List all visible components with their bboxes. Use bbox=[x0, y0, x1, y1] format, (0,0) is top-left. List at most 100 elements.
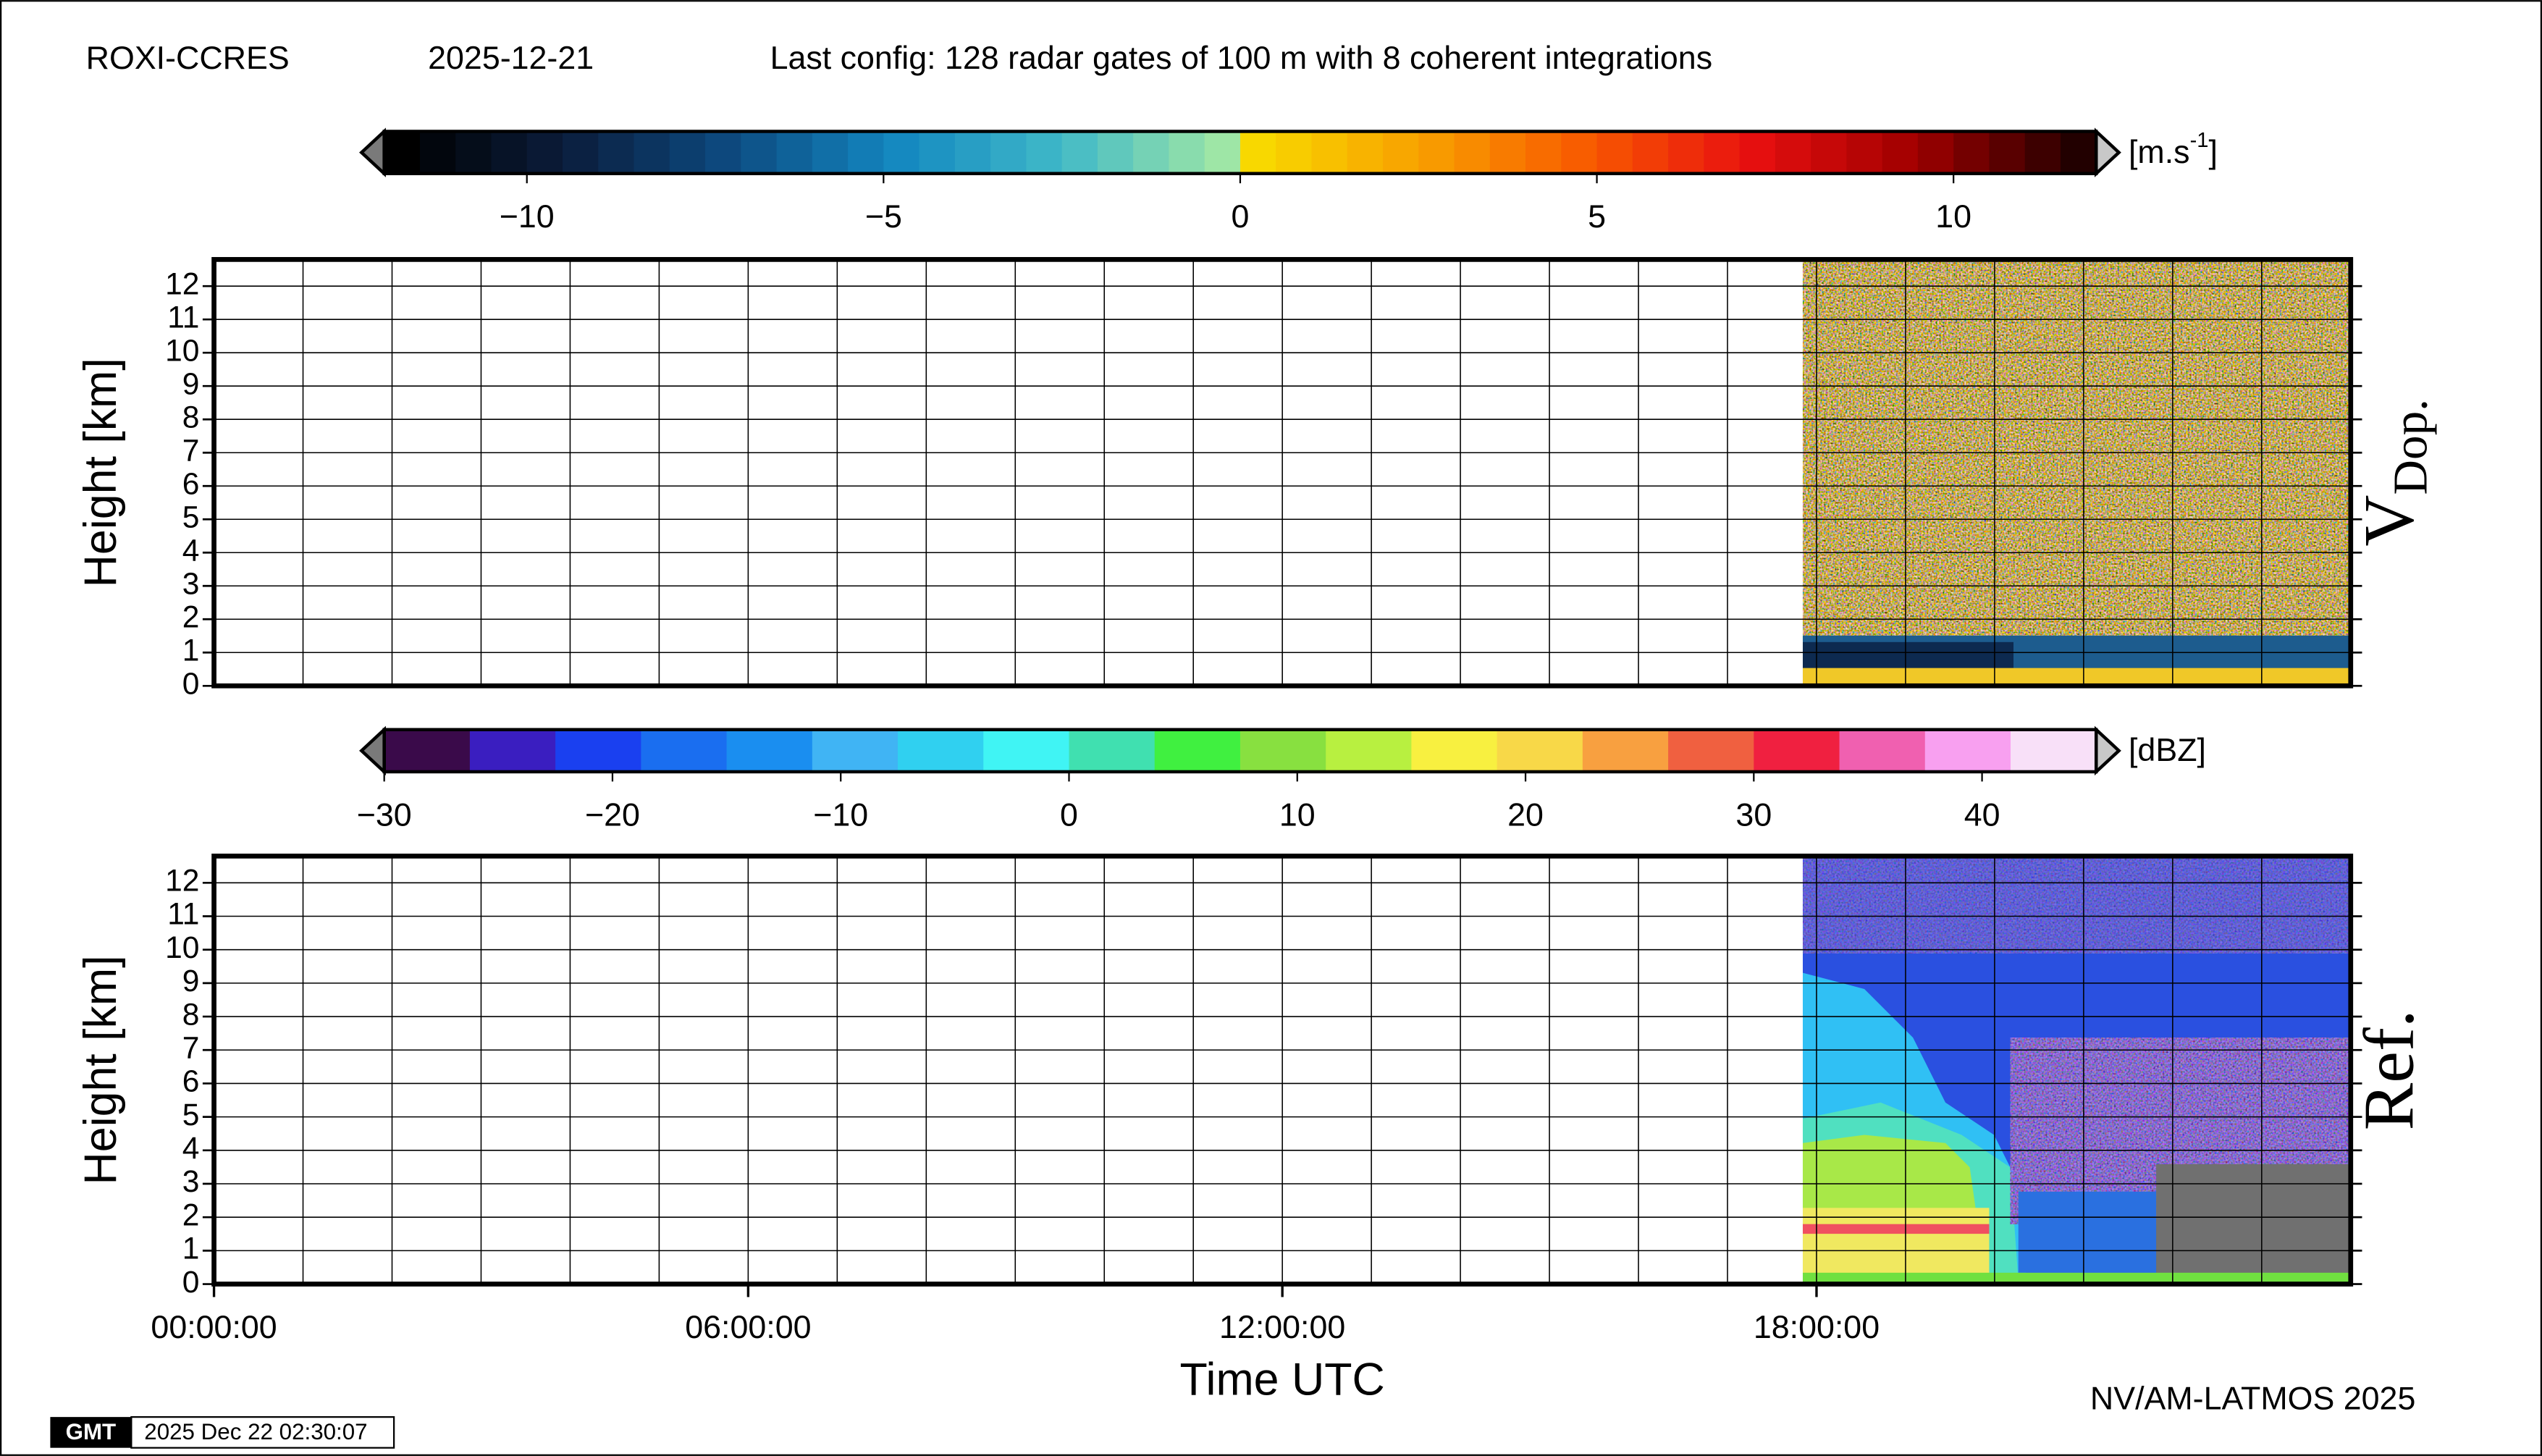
colorbar-cell bbox=[1383, 131, 1420, 174]
colorbar-cell bbox=[1026, 131, 1063, 174]
colorbar-tick-label: −30 bbox=[357, 796, 412, 833]
colorbar: −10 −5 0 5 10 [m.s-1] bbox=[359, 127, 2218, 235]
colorbar-cell bbox=[1069, 729, 1156, 772]
fall-streaks bbox=[2018, 1191, 2157, 1273]
colorbar-tick-label: −5 bbox=[865, 198, 902, 235]
colorbar-tick-label: 20 bbox=[1507, 796, 1544, 833]
colorbar-cell bbox=[455, 131, 492, 174]
colorbar-tick-label: −10 bbox=[500, 198, 555, 235]
y-tick-label: 4 bbox=[182, 533, 200, 568]
colorbar-cell bbox=[1953, 131, 1990, 174]
colorbar-cell bbox=[1240, 131, 1277, 174]
colorbar-cell bbox=[669, 131, 707, 174]
logo-box bbox=[50, 1417, 132, 1448]
y-tick-label: 3 bbox=[182, 566, 200, 601]
timestamp-box bbox=[130, 1416, 395, 1449]
date: 2025-12-21 bbox=[428, 40, 594, 76]
station: ROXI-CCRES bbox=[86, 40, 290, 76]
colorbar-cell bbox=[2011, 729, 2097, 772]
colorbar-cell bbox=[1276, 131, 1313, 174]
colorbar-cell bbox=[1882, 131, 1919, 174]
unit: [m.s bbox=[2129, 134, 2190, 170]
y-tick-label: 6 bbox=[182, 466, 200, 501]
y-tick-label: 5 bbox=[182, 1098, 200, 1132]
colorbar-cell bbox=[954, 131, 992, 174]
colorbar-cell bbox=[1154, 729, 1242, 772]
y-tick-label: 10 bbox=[165, 333, 199, 368]
x-tick-label: 00:00:00 bbox=[151, 1309, 277, 1345]
colorbar-cell bbox=[1924, 729, 2012, 772]
colorbar-cell bbox=[1582, 729, 1670, 772]
colorbar-cell bbox=[1811, 131, 1848, 174]
colorbar-tick-label: −10 bbox=[813, 796, 868, 833]
y-tick-label: 5 bbox=[182, 500, 200, 534]
colorbar-cell bbox=[384, 729, 471, 772]
y-tick-label: 11 bbox=[167, 897, 199, 932]
colorbar-unit: [dBZ] bbox=[2129, 732, 2206, 768]
y-tick-label: 12 bbox=[165, 266, 199, 301]
colorbar-cell bbox=[1133, 131, 1170, 174]
panel-label-main: V bbox=[2349, 495, 2428, 546]
timestamp: 2025 Dec 22 02:30:07 bbox=[144, 1419, 367, 1444]
colorbar-cell bbox=[1704, 131, 1741, 174]
colorbar-cell bbox=[1989, 131, 2026, 174]
y-axis-title: Height [km] bbox=[75, 358, 126, 587]
y-tick-label: 2 bbox=[182, 600, 200, 635]
colorbar-cell bbox=[491, 131, 528, 174]
y-tick-label: 0 bbox=[182, 667, 200, 702]
y-tick-label: 7 bbox=[182, 433, 200, 468]
ground bbox=[1802, 668, 2351, 685]
colorbar-tick-label: 30 bbox=[1735, 796, 1772, 833]
colorbar-cell bbox=[641, 729, 728, 772]
colorbar-cell bbox=[1061, 131, 1099, 174]
colorbar-unit: [m.s-1] bbox=[2129, 129, 2218, 170]
x-tick-label: 18:00:00 bbox=[1754, 1309, 1880, 1345]
y-tick-label: 10 bbox=[165, 930, 199, 965]
colorbar-cell bbox=[1169, 131, 1205, 174]
colorbar-cell bbox=[1739, 131, 1776, 174]
colorbar-cell bbox=[1497, 729, 1583, 772]
colorbar-cell bbox=[983, 729, 1070, 772]
colorbar-cell bbox=[526, 131, 564, 174]
ground bbox=[1802, 1272, 2351, 1284]
ref-field bbox=[1802, 856, 2351, 1284]
colorbar-tick-label: 0 bbox=[1232, 198, 1250, 235]
colorbar-cell bbox=[469, 729, 557, 772]
y-tick-label: 7 bbox=[182, 1030, 200, 1065]
credit: NV/AM-LATMOS 2025 bbox=[2090, 1381, 2415, 1417]
colorbar-cell bbox=[419, 131, 457, 174]
colorbar-cell bbox=[848, 131, 885, 174]
x-tick-label: 12:00:00 bbox=[1219, 1309, 1345, 1345]
colorbar-tick-label: 10 bbox=[1279, 796, 1316, 833]
colorbar-cell bbox=[634, 131, 670, 174]
y-tick-label: 6 bbox=[182, 1064, 200, 1099]
colorbar-cell bbox=[1754, 729, 1840, 772]
y-tick-label: 1 bbox=[182, 1232, 200, 1266]
unit-close: ] bbox=[2208, 134, 2217, 170]
colorbar-tick-label: 10 bbox=[1935, 198, 1971, 235]
y-tick-label: 12 bbox=[165, 864, 199, 899]
y-tick-label: 0 bbox=[182, 1265, 200, 1300]
unit: [dBZ] bbox=[2129, 732, 2206, 768]
y-tick-label: 9 bbox=[182, 964, 200, 998]
noise-top bbox=[1802, 856, 2351, 954]
y-tick-label: 11 bbox=[167, 300, 199, 334]
colorbar-cell bbox=[726, 729, 813, 772]
unit-exponent: -1 bbox=[2190, 129, 2209, 152]
panel-label: Ref. bbox=[2349, 1010, 2428, 1131]
colorbar-cell bbox=[990, 131, 1027, 174]
colorbar-cell bbox=[1240, 729, 1327, 772]
colorbar-cell bbox=[1525, 131, 1562, 174]
y-tick-label: 4 bbox=[182, 1131, 200, 1166]
y-tick-label: 8 bbox=[182, 400, 200, 434]
bright-band bbox=[1802, 1224, 1990, 1234]
colorbar-tick-label: 0 bbox=[1060, 796, 1078, 833]
colorbar-cell bbox=[598, 131, 635, 174]
colorbar-cell bbox=[1204, 131, 1242, 174]
colorbar-cell bbox=[1097, 131, 1135, 174]
colorbar-cell bbox=[384, 131, 421, 174]
colorbar-cell bbox=[1775, 131, 1812, 174]
